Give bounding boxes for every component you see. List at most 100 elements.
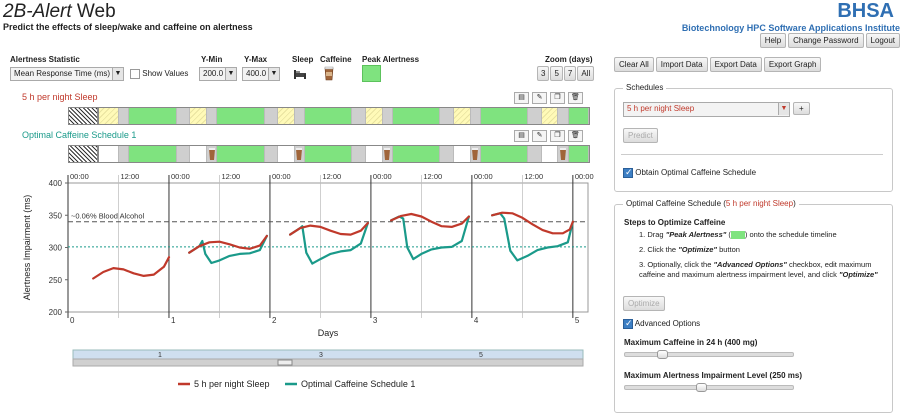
document-icon[interactable]: ▤ — [514, 92, 529, 104]
timeline-segment[interactable] — [480, 146, 528, 162]
ymax-select[interactable]: 400.0 ▼ — [242, 67, 280, 81]
export-graph-button[interactable]: Export Graph — [763, 57, 822, 72]
timeline-segment[interactable] — [207, 108, 218, 124]
add-schedule-button[interactable]: + — [793, 102, 810, 115]
export-data-button[interactable]: Export Data — [709, 57, 762, 72]
caffeine-label: Caffeine — [320, 55, 352, 64]
zoom-5-button[interactable]: 5 — [550, 66, 563, 81]
timeline-segment[interactable] — [190, 108, 208, 124]
timeline-segment[interactable] — [217, 108, 265, 124]
timeline-segment[interactable] — [558, 146, 569, 162]
timeline-segment[interactable] — [176, 108, 191, 124]
timeline-segment[interactable] — [294, 108, 306, 124]
advanced-options-toggle[interactable]: Advanced Options — [623, 318, 700, 329]
zoom-all-button[interactable]: All — [577, 66, 595, 81]
timeline-segment[interactable] — [382, 146, 393, 162]
predict-button[interactable]: Predict — [623, 128, 658, 143]
logout-button[interactable]: Logout — [865, 33, 900, 48]
timeline-segment[interactable] — [99, 108, 120, 124]
max-caffeine-slider[interactable] — [624, 350, 794, 359]
timeline-segment[interactable] — [382, 108, 393, 124]
schedule-2-hatch — [68, 145, 98, 163]
timeline-segment[interactable] — [568, 146, 589, 162]
timeline-segment[interactable] — [365, 108, 383, 124]
timeline-segment[interactable] — [264, 146, 279, 162]
timeline-segment[interactable] — [119, 108, 130, 124]
show-values-checkbox[interactable] — [130, 69, 140, 79]
obtain-optimal-checkbox[interactable] — [623, 167, 633, 178]
timeline-segment[interactable] — [207, 146, 218, 162]
trash-icon[interactable]: 🗑 — [568, 92, 583, 104]
schedule-2-title[interactable]: Optimal Caffeine Schedule 1 — [22, 130, 137, 140]
schedule-1-title[interactable]: 5 h per night Sleep — [22, 92, 98, 102]
app-title: 2B-Alert Web — [3, 1, 116, 22]
timeline-segment[interactable] — [440, 146, 454, 162]
peak-alertness-block[interactable] — [362, 65, 381, 82]
timeline-segment[interactable] — [176, 146, 191, 162]
timeline-segment[interactable] — [470, 108, 481, 124]
schedule-1-timeline[interactable] — [98, 107, 590, 125]
timeline-segment[interactable] — [470, 146, 481, 162]
timeline-segment[interactable] — [528, 108, 542, 124]
timeline-segment[interactable] — [264, 108, 279, 124]
timeline-segment[interactable] — [99, 146, 120, 162]
max-caffeine-slider-thumb[interactable] — [656, 350, 668, 359]
timeline-segment[interactable] — [440, 108, 454, 124]
timeline-segment[interactable] — [305, 108, 353, 124]
alertness-statistic-select[interactable]: Mean Response Time (ms) ▼ — [10, 67, 124, 81]
show-values-toggle[interactable]: Show Values — [130, 69, 188, 79]
zoom-7-button[interactable]: 7 — [563, 66, 577, 81]
edit-icon[interactable]: ✎ — [532, 92, 547, 104]
advanced-options-checkbox[interactable] — [623, 318, 633, 329]
bed-icon[interactable] — [293, 68, 307, 80]
schedule-select[interactable]: 5 h per night Sleep ▼ — [623, 102, 790, 117]
timeline-segment[interactable] — [392, 146, 441, 162]
clear-all-button[interactable]: Clear All — [614, 57, 654, 72]
timeline-segment[interactable] — [392, 108, 441, 124]
timeline-segment[interactable] — [119, 146, 130, 162]
ymin-label: Y-Min — [201, 55, 223, 64]
timeline-segment[interactable] — [129, 146, 177, 162]
series-line — [491, 212, 574, 262]
step-2: 2. Click the "Optimize" button — [639, 245, 740, 254]
timeline-segment[interactable] — [528, 146, 542, 162]
schedule-2-timeline[interactable] — [98, 145, 590, 163]
timeline-segment[interactable] — [190, 146, 208, 162]
timeline-segment[interactable] — [129, 108, 177, 124]
timeline-segment[interactable] — [480, 108, 528, 124]
timeline-segment[interactable] — [365, 146, 383, 162]
edit-icon[interactable]: ✎ — [532, 130, 547, 142]
copy-icon[interactable]: ❐ — [550, 130, 565, 142]
plot-area — [67, 182, 589, 313]
schedule-1-hatch — [68, 107, 98, 125]
optimize-button[interactable]: Optimize — [623, 296, 665, 311]
timeline-segment[interactable] — [294, 146, 306, 162]
copy-icon[interactable]: ❐ — [550, 92, 565, 104]
ymin-select[interactable]: 200.0 ▼ — [199, 67, 237, 81]
timeline-segment[interactable] — [558, 108, 569, 124]
import-data-button[interactable]: Import Data — [655, 57, 708, 72]
document-icon[interactable]: ▤ — [514, 130, 529, 142]
timeline-segment[interactable] — [453, 146, 471, 162]
change-password-button[interactable]: Change Password — [788, 33, 864, 48]
coffee-cup-icon[interactable] — [324, 66, 334, 81]
help-button[interactable]: Help — [759, 33, 787, 48]
timeline-segment[interactable] — [568, 108, 589, 124]
zoom-3-button[interactable]: 3 — [537, 66, 550, 81]
obtain-optimal-toggle[interactable]: Obtain Optimal Caffeine Schedule — [623, 167, 756, 178]
max-caffeine-label: Maximum Caffeine in 24 h (400 mg) — [624, 338, 758, 347]
steps-title: Steps to Optimize Caffeine — [624, 218, 726, 227]
timeline-segment[interactable] — [352, 146, 366, 162]
timeline-segment[interactable] — [305, 146, 353, 162]
timeline-segment[interactable] — [453, 108, 471, 124]
timeline-segment[interactable] — [352, 108, 366, 124]
max-impairment-slider-thumb[interactable] — [696, 383, 708, 392]
timeline-segment[interactable] — [278, 108, 295, 124]
series-line — [289, 221, 369, 236]
timeline-segment[interactable] — [541, 146, 559, 162]
timeline-segment[interactable] — [541, 108, 559, 124]
trash-icon[interactable]: 🗑 — [568, 130, 583, 142]
timeline-segment[interactable] — [278, 146, 295, 162]
max-impairment-slider[interactable] — [624, 383, 794, 392]
timeline-segment[interactable] — [217, 146, 265, 162]
